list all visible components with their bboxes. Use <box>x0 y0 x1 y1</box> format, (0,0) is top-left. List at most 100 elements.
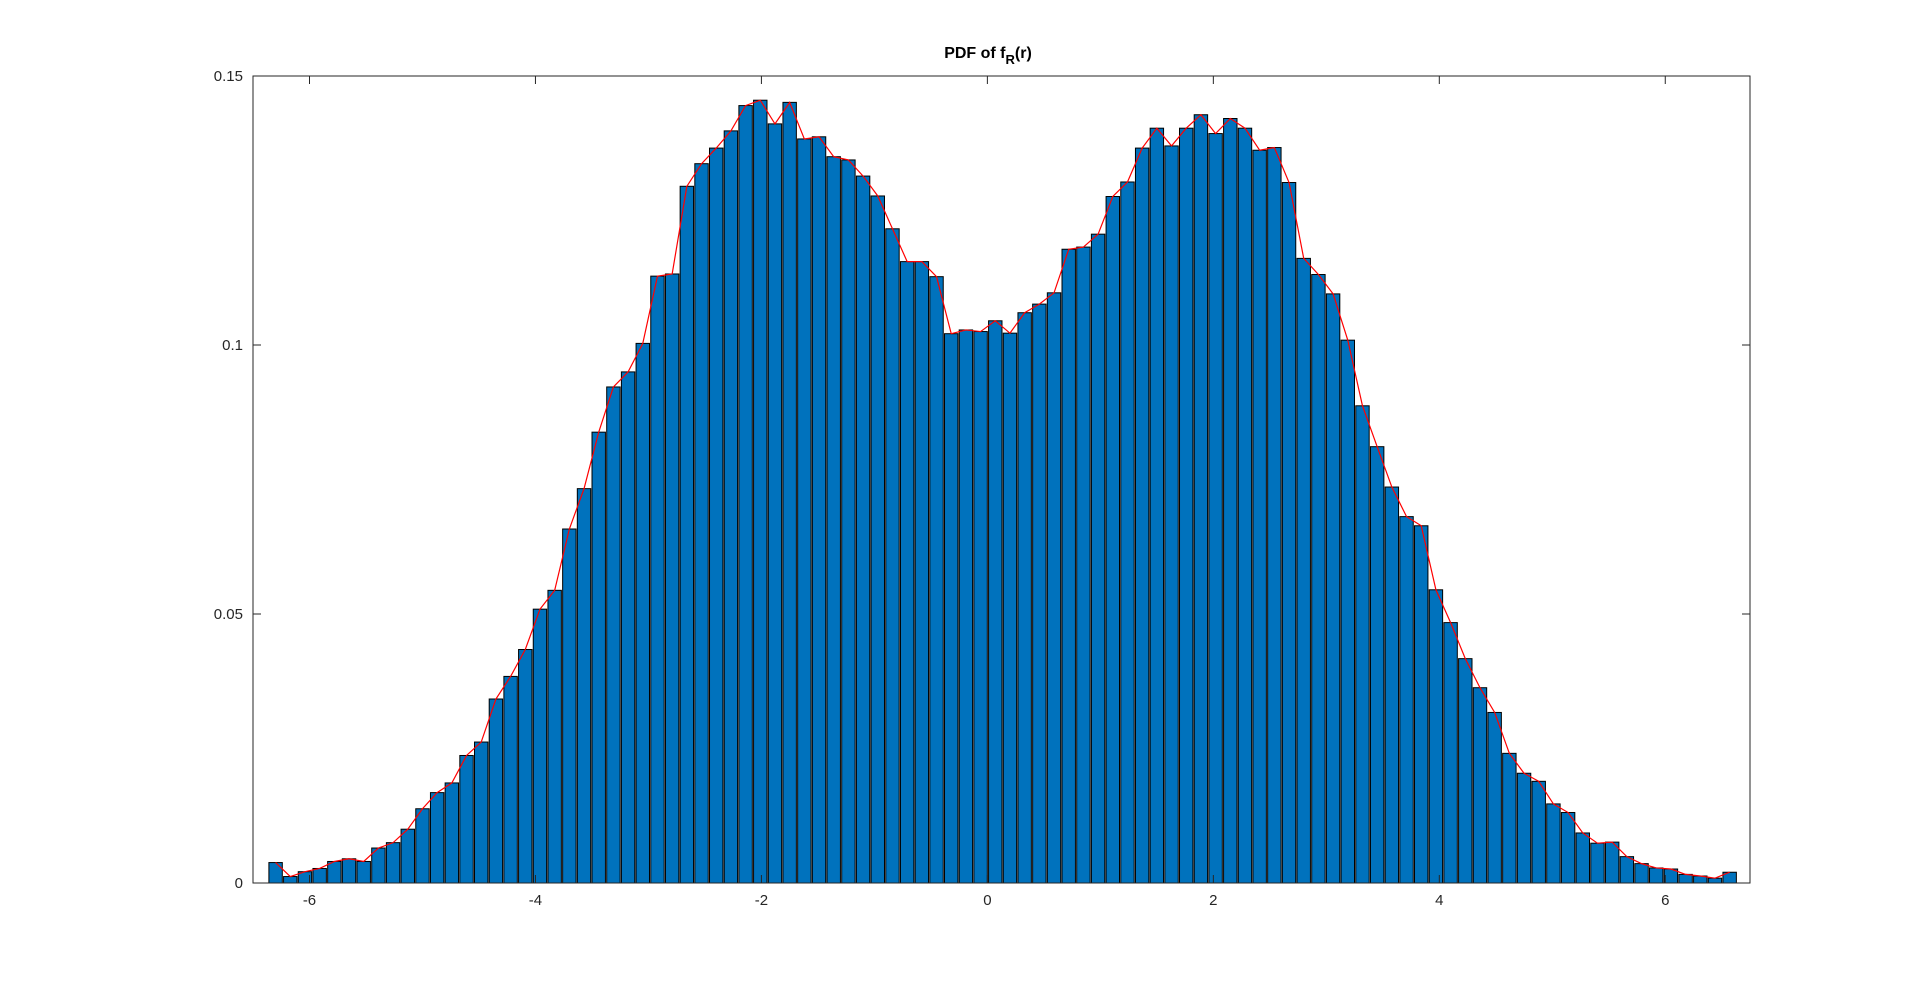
bar <box>635 342 650 884</box>
bar <box>312 867 327 884</box>
bar <box>1443 622 1458 884</box>
x-tick-label: -4 <box>529 892 542 909</box>
bar <box>738 105 753 884</box>
pdf-line-series <box>275 99 1730 879</box>
bar <box>973 331 988 884</box>
bar <box>1634 863 1649 884</box>
bar <box>283 876 298 884</box>
bar <box>797 138 812 884</box>
bar <box>1296 257 1311 884</box>
bar <box>1179 127 1194 884</box>
bar <box>620 371 636 884</box>
bar <box>899 261 915 884</box>
bar <box>327 860 342 884</box>
bar <box>356 860 371 884</box>
bar <box>1325 293 1341 884</box>
bar <box>562 528 577 884</box>
chart-title: PDF of fR(r) <box>944 45 1032 67</box>
bar <box>988 320 1003 884</box>
bar <box>1267 147 1282 884</box>
bar <box>1252 149 1267 884</box>
bar <box>1384 486 1400 884</box>
bar <box>1340 339 1355 884</box>
axes-box <box>252 75 1751 884</box>
bar <box>459 754 474 884</box>
x-tick-label: 0 <box>983 892 991 909</box>
bar <box>929 276 944 884</box>
bar <box>1164 145 1179 884</box>
y-tick-label: 0.15 <box>214 68 243 85</box>
bar <box>1472 687 1488 884</box>
bar <box>1281 182 1297 884</box>
bar <box>782 101 797 884</box>
chart-title-subscript: R <box>1006 52 1016 67</box>
bar <box>1237 127 1253 884</box>
bar <box>664 273 680 884</box>
x-tick-label: -6 <box>303 892 316 909</box>
bar <box>1311 274 1326 884</box>
bar <box>1399 516 1414 884</box>
bar <box>385 842 401 884</box>
bar <box>415 808 430 884</box>
y-tick-label: 0.05 <box>214 606 243 623</box>
bar <box>1149 127 1165 884</box>
y-axis: 0 0.05 0.1 0.15 <box>214 68 1750 892</box>
bar <box>944 333 959 884</box>
bar <box>1487 711 1502 884</box>
bar <box>753 99 768 884</box>
bar <box>1355 405 1370 884</box>
bar <box>341 858 357 884</box>
bar <box>1604 841 1620 884</box>
bar <box>1076 246 1091 884</box>
bar <box>1061 248 1076 884</box>
bar <box>576 488 592 884</box>
bar <box>1046 292 1062 884</box>
bar <box>1090 233 1106 884</box>
bar <box>1369 446 1385 884</box>
bar <box>1002 332 1018 884</box>
bar <box>723 130 739 884</box>
bar <box>694 163 709 884</box>
bar <box>1619 856 1635 884</box>
y-tick-label: 0.1 <box>222 337 243 354</box>
x-axis: -6 -4 -2 0 2 4 6 <box>303 76 1669 909</box>
x-tick-label: 6 <box>1661 892 1669 909</box>
bar <box>444 782 460 884</box>
bar <box>1017 312 1032 884</box>
bar <box>914 261 930 884</box>
bar <box>371 847 386 884</box>
x-tick-label: 4 <box>1435 892 1443 909</box>
bar <box>1516 772 1532 884</box>
bar <box>855 175 871 884</box>
bar <box>591 431 606 884</box>
bar <box>1032 303 1047 884</box>
bar <box>1531 780 1546 884</box>
bar <box>958 329 974 884</box>
bar <box>1193 114 1209 884</box>
bar <box>1223 118 1238 884</box>
bar <box>1208 133 1223 884</box>
bar <box>1105 196 1120 884</box>
bar <box>503 675 518 884</box>
bar <box>709 147 724 884</box>
bar <box>268 862 283 884</box>
bar <box>1649 867 1664 884</box>
chart-title-suffix: (r) <box>1015 45 1032 62</box>
bar <box>474 741 489 884</box>
bar <box>811 136 827 884</box>
bar <box>488 698 504 884</box>
x-tick-label: 2 <box>1209 892 1217 909</box>
bar <box>1575 832 1590 884</box>
x-tick-label: -2 <box>755 892 768 909</box>
bar <box>400 828 415 884</box>
bar <box>606 386 621 884</box>
bar <box>767 123 783 884</box>
chart-title-main: PDF of f <box>944 45 1006 62</box>
bar <box>518 649 533 884</box>
bar <box>1678 873 1693 884</box>
bar <box>1458 658 1473 884</box>
bar <box>1134 147 1150 884</box>
bar <box>841 159 856 884</box>
